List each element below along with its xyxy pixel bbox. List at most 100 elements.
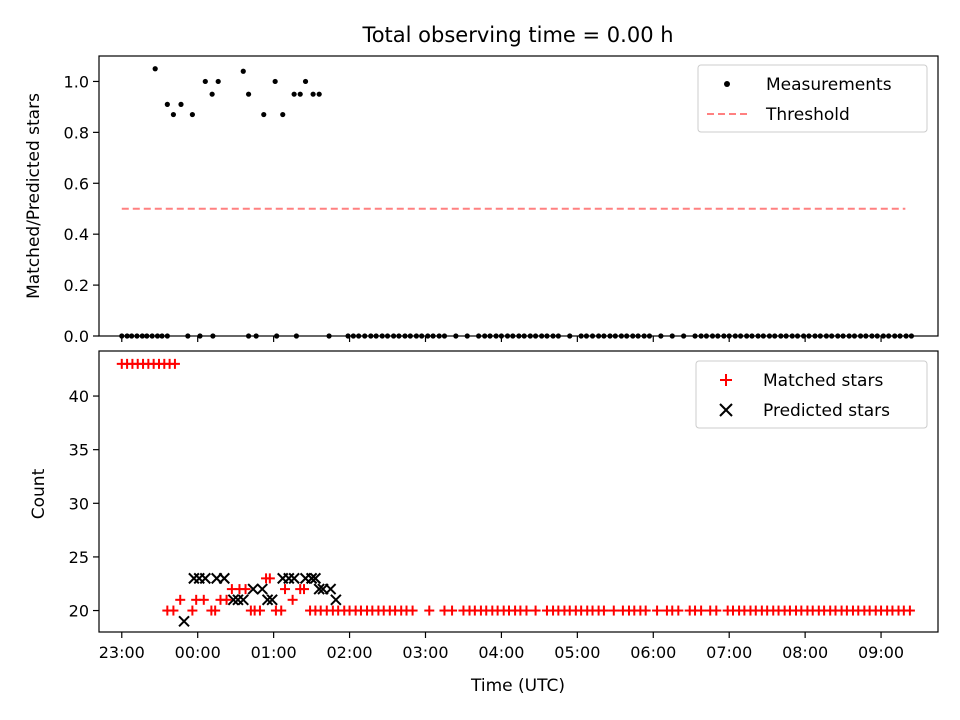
legend-measurements-marker (724, 81, 730, 87)
measurement-point (240, 68, 246, 74)
matched-star-point (598, 605, 609, 616)
measurement-point (170, 111, 177, 118)
matched-star-point (407, 605, 418, 616)
measurement-point (297, 91, 303, 97)
matched-star-point (711, 605, 722, 616)
matched-star-point (187, 605, 198, 616)
matched-star-point (904, 605, 915, 616)
matched-star-point (169, 358, 180, 369)
predicted-star-point (261, 594, 274, 606)
predicted-star-point (178, 615, 190, 627)
predicted-star-point (313, 583, 325, 595)
bottom-x-ticks: 23:00 00:00 01:00 02:00 03:00 04:00 05:00 06:00… (99, 632, 904, 662)
matched-star-point (287, 594, 298, 605)
top-y-tick-label: 0.4 (64, 225, 89, 244)
legend-measurements-label: Measurements (766, 75, 892, 95)
top-axes-frame (98, 55, 939, 337)
matched-star-point (175, 594, 186, 605)
matched-star-point (264, 573, 275, 584)
predicted-star-point (237, 594, 249, 606)
matched-star-point (608, 605, 619, 616)
x-tick-label: 09:00 (858, 643, 904, 662)
measurement-point (245, 91, 252, 97)
measurement-point (291, 91, 297, 97)
predicted-star-point (199, 572, 212, 585)
measurement-point (178, 101, 184, 107)
matched-star-point (168, 605, 179, 616)
top-y-tick-label: 1.0 (64, 72, 89, 91)
x-tick-label: 07:00 (706, 643, 752, 662)
matched-star-point (447, 605, 458, 616)
legend-predicted-marker (719, 403, 733, 417)
bottom-legend: Matched stars Predicted stars (695, 360, 928, 429)
measurement-point (302, 78, 309, 85)
bottom-y-tick-label: 30 (69, 494, 89, 513)
matched-star-point (221, 594, 232, 605)
measurement-point (164, 101, 170, 107)
legend-threshold-label: Threshold (765, 105, 850, 125)
bottom-y-tick-label: 25 (69, 548, 89, 567)
top-axes: 0.0 0.2 0.4 0.6 0.8 1.0 Matched/Predicted sta… (24, 55, 939, 346)
bottom-y-ticks: 20 25 30 35 40 (69, 387, 99, 621)
measurement-point (209, 91, 215, 97)
matched-star-point (530, 605, 541, 616)
predicted-star-point (283, 572, 295, 585)
measurement-point (189, 111, 195, 118)
bottom-axes: 20 25 30 35 40 23:00 00:00 01:00 02:00 03:00 04:0… (29, 350, 939, 696)
matched-star-point (254, 605, 265, 616)
predicted-star-point (288, 572, 300, 585)
x-tick-label: 08:00 (782, 643, 828, 662)
predicted-star-point (309, 572, 322, 585)
predicted-star-point (330, 594, 342, 606)
predicted-star-point (324, 583, 337, 595)
x-tick-label: 04:00 (478, 643, 524, 662)
chart-title: Total observing time = 0.00 h (361, 23, 673, 47)
predicted-star-point (305, 572, 318, 585)
legend-matched-label: Matched stars (763, 371, 883, 391)
measurement-point (316, 91, 322, 97)
top-y-tick-label: 0.8 (64, 123, 89, 142)
matched-star-point (280, 584, 291, 595)
predicted-star-point (247, 583, 259, 595)
top-y-tick-label: 0.2 (64, 276, 89, 295)
top-y-axis-label: Matched/Predicted stars (24, 93, 44, 299)
measurement-point (152, 66, 158, 72)
predicted-star-point (188, 572, 200, 585)
x-tick-label: 06:00 (630, 643, 676, 662)
predicted-star-point (227, 594, 240, 606)
legend-matched-marker (720, 374, 732, 386)
bottom-plot-area (116, 358, 915, 627)
predicted-star-point (266, 594, 278, 606)
bottom-y-axis-label: Count (29, 468, 49, 519)
bottom-y-tick-label: 35 (69, 441, 89, 460)
bottom-legend-frame (695, 360, 928, 429)
matched-star-point (521, 605, 532, 616)
x-tick-label: 23:00 (99, 643, 145, 662)
matched-star-point (424, 605, 435, 616)
bottom-y-tick-label: 40 (69, 387, 89, 406)
measurement-point (215, 78, 221, 85)
matched-star-point (696, 605, 707, 616)
x-tick-label: 00:00 (175, 643, 221, 662)
measurement-point (310, 91, 316, 97)
matched-star-point (240, 584, 251, 595)
top-y-ticks: 0.0 0.2 0.4 0.6 0.8 1.0 (64, 72, 99, 346)
matched-star-point (198, 594, 209, 605)
measurement-point (261, 111, 267, 118)
top-legend: Measurements Threshold (697, 64, 928, 133)
x-tick-label: 05:00 (554, 643, 600, 662)
top-legend-frame (697, 64, 928, 133)
top-y-tick-label: 0.6 (64, 174, 89, 193)
top-y-tick-label: 0.0 (64, 327, 89, 346)
bottom-axes-frame (98, 350, 939, 633)
matched-star-point (652, 605, 663, 616)
x-axis-label: Time (UTC) (470, 676, 565, 696)
matched-star-point (210, 605, 221, 616)
matched-star-point (673, 605, 684, 616)
x-tick-label: 02:00 (327, 643, 373, 662)
x-tick-label: 01:00 (251, 643, 297, 662)
measurement-point (272, 78, 278, 85)
bottom-y-tick-label: 20 (69, 602, 89, 621)
measurement-point (280, 111, 286, 118)
